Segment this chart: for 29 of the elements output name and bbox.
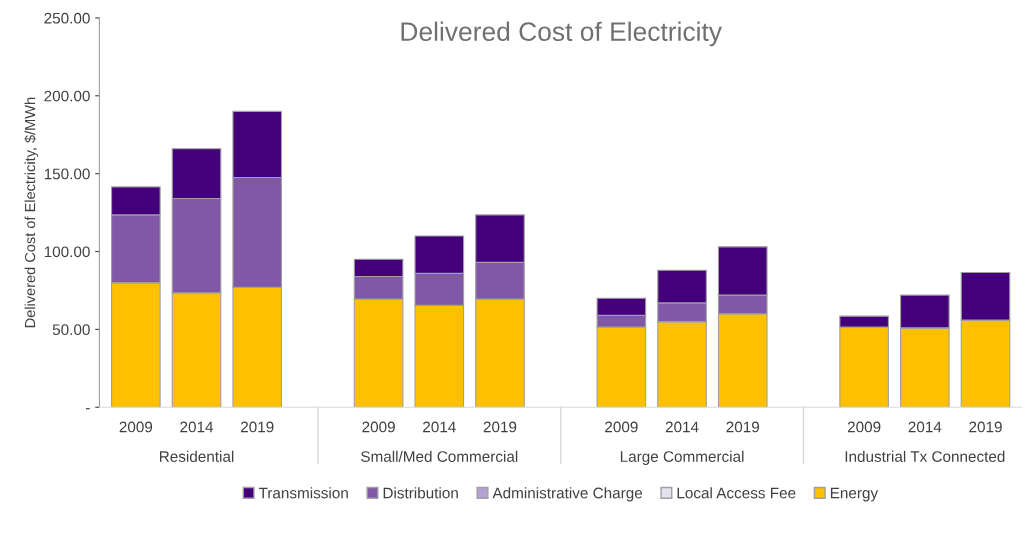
legend-label: Transmission: [258, 487, 348, 499]
x-tick-label: 2014: [665, 421, 699, 433]
x-tick-label: 2009: [605, 421, 638, 433]
x-tick-label: 2014: [423, 421, 456, 433]
text: Small/Med Commercial: [361, 450, 518, 462]
x-tick-label: 2019: [483, 421, 517, 433]
x-tick-label: 2019: [726, 421, 760, 433]
legend-label: Distribution: [383, 487, 458, 499]
x-tick-label: 2014: [180, 421, 214, 433]
y-axis-title: Delivered Cost of Electricity, $/MWh: [24, 97, 39, 328]
text: Residential: [159, 450, 234, 462]
x-tick-label: 2009: [847, 421, 881, 433]
y-tick-label: 150.00: [44, 168, 90, 180]
x-tick-label: 2019: [969, 421, 1002, 433]
y-tick-label: 100.00: [44, 246, 90, 258]
legend-label: Energy: [830, 487, 879, 502]
text: Large Commercial: [620, 450, 744, 465]
text: Industrial Tx Connected: [845, 450, 1005, 462]
y-tick-label: 250.00: [44, 12, 90, 24]
x-tick-label: 2009: [362, 421, 395, 433]
x-tick-label: 2009: [119, 421, 153, 433]
x-tick-label: 2014: [908, 421, 942, 433]
y-tick-label: 200.00: [44, 90, 90, 102]
legend-label: Local Access Fee: [677, 487, 796, 499]
y-tick-label: 50.00: [52, 324, 90, 336]
legend-label: Administrative Charge: [492, 487, 643, 502]
chart-title: Delivered Cost of Electricity: [401, 21, 722, 47]
y-tick-label: -: [85, 408, 90, 410]
x-tick-label: 2019: [241, 421, 274, 433]
